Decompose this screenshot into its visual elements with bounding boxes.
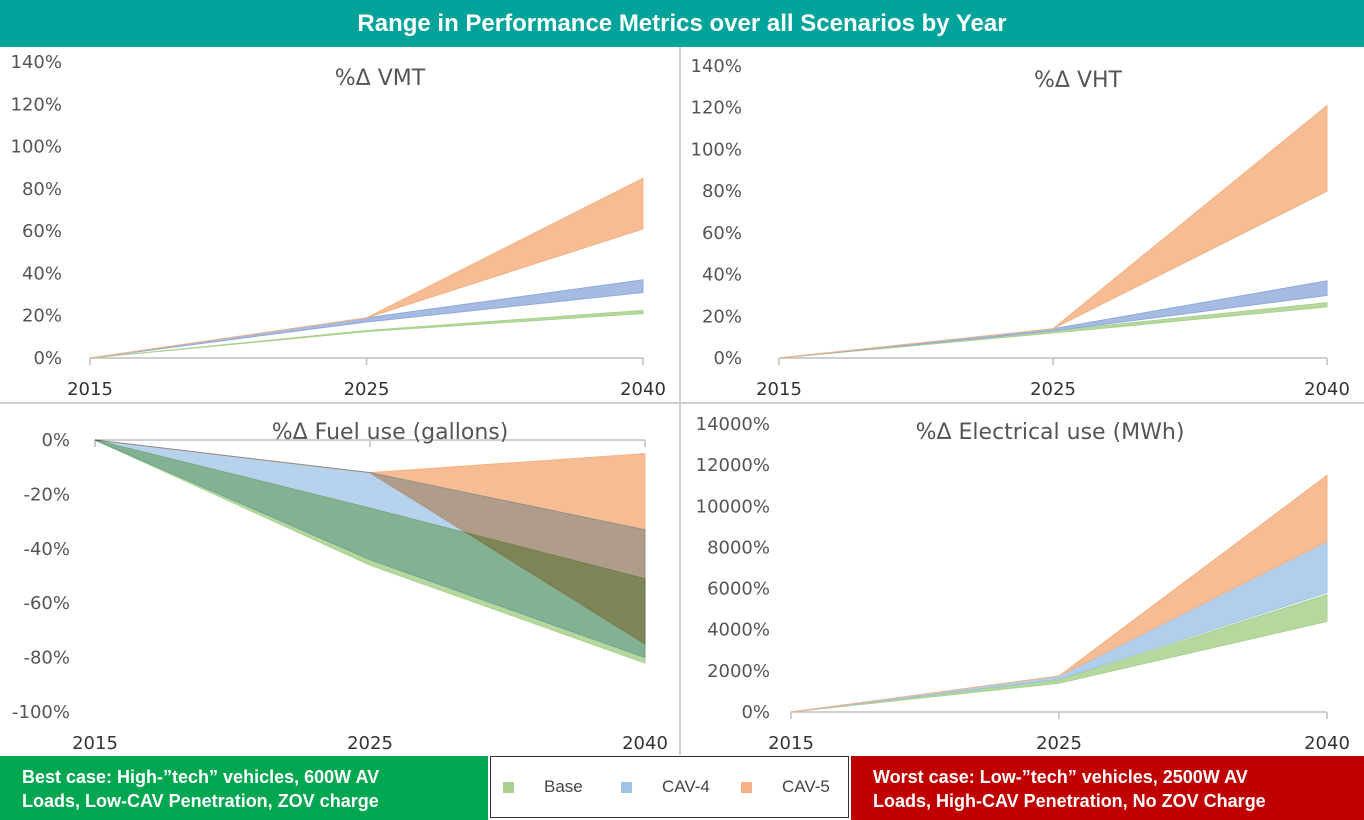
horizontal-divider: [0, 402, 1364, 404]
vmt-series-base: [89, 309, 644, 359]
vmt-title: %Δ VMT: [335, 66, 426, 91]
elec-ytick-label: 6000%: [707, 579, 770, 600]
vht-chart: 0% 20% 40% 60% 80% 100% 120% 140% 2015 2025 2040 %Δ…: [680, 47, 1364, 403]
legend-item-cav5: CAV-5: [741, 777, 830, 797]
vht-xtick-label: 2015: [756, 379, 802, 400]
best-case-box: Best case: High-”tech” vehicles, 600W AV…: [0, 756, 488, 820]
vmt-ytick-label: 80%: [22, 179, 62, 200]
vht-ytick-label: 140%: [691, 56, 742, 77]
elec-ytick-label: 4000%: [707, 620, 770, 641]
vmt-ytick-label: 0%: [33, 348, 62, 369]
vht-ytick-label: 40%: [702, 265, 742, 286]
vht-ytick-label: 60%: [702, 223, 742, 244]
elec-ytick-label: 8000%: [707, 537, 770, 558]
legend-label-cav4: CAV-4: [662, 777, 710, 796]
fuel-ytick-label: -100%: [12, 702, 70, 723]
vmt-ytick-label: 60%: [22, 221, 62, 242]
legend-swatch-cav4: [621, 781, 632, 793]
legend-swatch-cav5: [741, 781, 752, 793]
vmt-chart: 0% 20% 40% 60% 80% 100% 120% 140% 2015 2025 2040 %Δ…: [0, 47, 680, 403]
elec-ytick-label: 0%: [741, 702, 770, 723]
vmt-xtick-label: 2040: [620, 379, 666, 400]
fuel-xtick-label: 2040: [622, 733, 668, 754]
legend-swatch-base: [503, 781, 514, 793]
fuel-ytick-label: -60%: [23, 593, 70, 614]
elec-ytick-label: 10000%: [696, 496, 770, 517]
vertical-divider: [679, 47, 681, 755]
elec-series-base: [790, 594, 1328, 713]
fuel-xtick-label: 2025: [347, 733, 393, 754]
worst-case-line1: Worst case: Low-”tech” vehicles, 2500W A…: [873, 767, 1248, 787]
vht-xtick-label: 2040: [1304, 379, 1350, 400]
elec-title: %Δ Electrical use (MWh): [916, 420, 1185, 445]
vht-ytick-label: 120%: [691, 98, 742, 119]
fuel-title: %Δ Fuel use (gallons): [272, 420, 509, 445]
elec-ytick-label: 12000%: [696, 455, 770, 476]
fuel-ytick-label: -20%: [23, 484, 70, 505]
worst-case-box: Worst case: Low-”tech” vehicles, 2500W A…: [851, 756, 1364, 820]
fuel-ytick-label: 0%: [41, 430, 70, 451]
vht-xtick-label: 2025: [1030, 379, 1076, 400]
legend-item-base: Base: [503, 777, 583, 797]
vmt-chart-svg: 0% 20% 40% 60% 80% 100% 120% 140% 2015 2025 2040 %Δ…: [11, 52, 666, 400]
vht-title: %Δ VHT: [1034, 68, 1123, 93]
vht-series-cav4: [778, 280, 1328, 359]
vht-ytick-label: 100%: [691, 139, 742, 160]
vht-chart-svg: 0% 20% 40% 60% 80% 100% 120% 140% 2015 2025 2040 %Δ…: [691, 56, 1350, 400]
fuel-chart-svg: -100% -80% -60% -40% -20% 0% 2015 2025 2040 %Δ Fu…: [12, 420, 668, 754]
vmt-ytick-label: 40%: [22, 263, 62, 284]
vmt-ytick-label: 120%: [11, 94, 62, 115]
legend-label-cav5: CAV-5: [782, 777, 830, 796]
vmt-xtick-label: 2025: [344, 379, 390, 400]
vmt-series-cav5: [89, 177, 644, 359]
electrical-chart-svg: 0% 2000% 4000% 6000% 8000% 10000% 12000% 14000%…: [696, 414, 1350, 754]
fuel-chart: -100% -80% -60% -40% -20% 0% 2015 2025 2040 %Δ Fu…: [0, 403, 680, 755]
vmt-ytick-label: 100%: [11, 137, 62, 158]
elec-xtick-label: 2040: [1304, 733, 1350, 754]
elec-xtick-label: 2025: [1036, 733, 1082, 754]
elec-xtick-label: 2015: [768, 733, 814, 754]
legend-label-base: Base: [544, 777, 583, 796]
fuel-ytick-label: -80%: [23, 648, 70, 669]
fuel-ytick-label: -40%: [23, 539, 70, 560]
vmt-xtick-label: 2015: [67, 379, 113, 400]
fuel-xtick-label: 2015: [72, 733, 118, 754]
fuel-series-cav4: [94, 439, 646, 659]
best-case-line2: Loads, Low-CAV Penetration, ZOV charge: [22, 791, 379, 811]
vmt-ytick-label: 20%: [22, 306, 62, 327]
elec-ytick-label: 14000%: [696, 414, 770, 435]
elec-ytick-label: 2000%: [707, 661, 770, 682]
vht-ytick-label: 20%: [702, 306, 742, 327]
legend-item-cav4: CAV-4: [621, 777, 710, 797]
elec-series-cav5: [790, 474, 1328, 713]
vht-ytick-label: 80%: [702, 181, 742, 202]
vht-ytick-label: 0%: [713, 348, 742, 369]
worst-case-line2: Loads, High-CAV Penetration, No ZOV Char…: [873, 791, 1266, 811]
vht-series-cav5: [778, 104, 1328, 359]
legend: Base CAV-4 CAV-5: [490, 756, 849, 818]
best-case-line1: Best case: High-”tech” vehicles, 600W AV: [22, 767, 380, 787]
electrical-chart: 0% 2000% 4000% 6000% 8000% 10000% 12000% 14000%…: [680, 403, 1364, 755]
vmt-ytick-label: 140%: [11, 52, 62, 73]
chart-header-title: Range in Performance Metrics over all Sc…: [0, 0, 1364, 47]
